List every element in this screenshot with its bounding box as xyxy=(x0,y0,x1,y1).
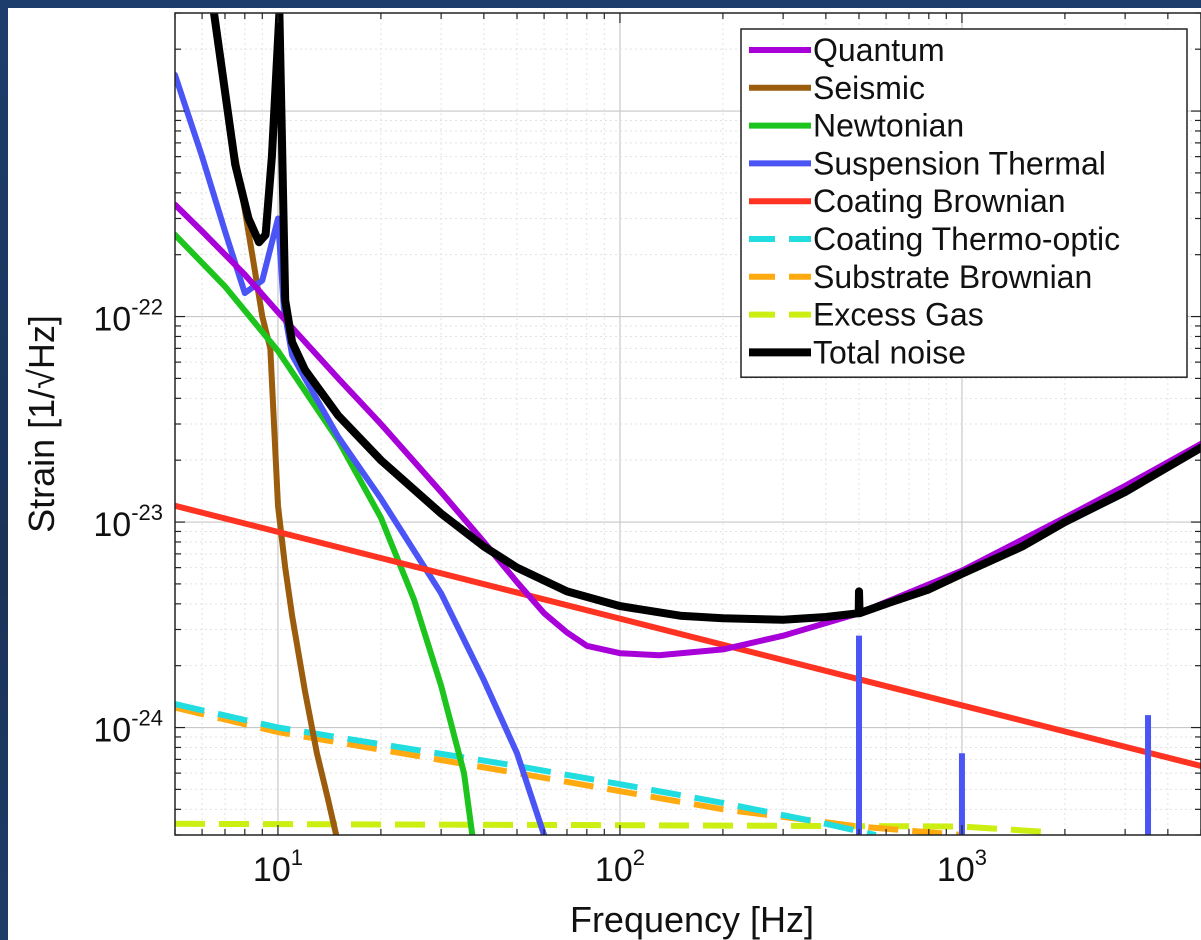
series-lines xyxy=(175,13,1201,835)
series-quantum xyxy=(175,201,1201,659)
legend-label: Substrate Brownian xyxy=(813,259,1092,295)
legend-label: Seismic xyxy=(813,70,925,106)
legend-label: Quantum xyxy=(813,32,945,68)
y-axis-label: Strain [1/√Hz] xyxy=(21,315,62,533)
legend-label: Total noise xyxy=(813,334,966,370)
legend-label: Coating Thermo-optic xyxy=(813,221,1120,257)
ticks: 101 102 103 10-22 10-23 10-24 xyxy=(93,12,1201,889)
legend-label: Coating Brownian xyxy=(813,183,1066,219)
legend-label: Excess Gas xyxy=(813,297,984,333)
series-excess-gas xyxy=(175,820,1050,835)
x-tick-label: 103 xyxy=(937,845,987,889)
x-axis-label: Frequency [Hz] xyxy=(570,899,814,940)
series-suspension-thermal xyxy=(175,71,548,835)
x-tick-label: 101 xyxy=(253,845,303,889)
series-coating-brownian xyxy=(175,502,1201,769)
series-layer xyxy=(175,13,1201,835)
y-tick-label: 10-23 xyxy=(93,500,163,544)
y-tick-label: 10-24 xyxy=(93,706,163,750)
legend-box xyxy=(740,28,1188,378)
legend-label: Suspension Thermal xyxy=(813,145,1106,181)
x-tick-label: 102 xyxy=(595,845,645,889)
y-tick-label: 10-22 xyxy=(93,295,163,339)
series-coating-thermo-optic xyxy=(175,701,877,835)
legend-label: Newtonian xyxy=(813,108,964,144)
series-newtonian xyxy=(175,231,476,835)
series-total-noise xyxy=(210,13,1201,624)
